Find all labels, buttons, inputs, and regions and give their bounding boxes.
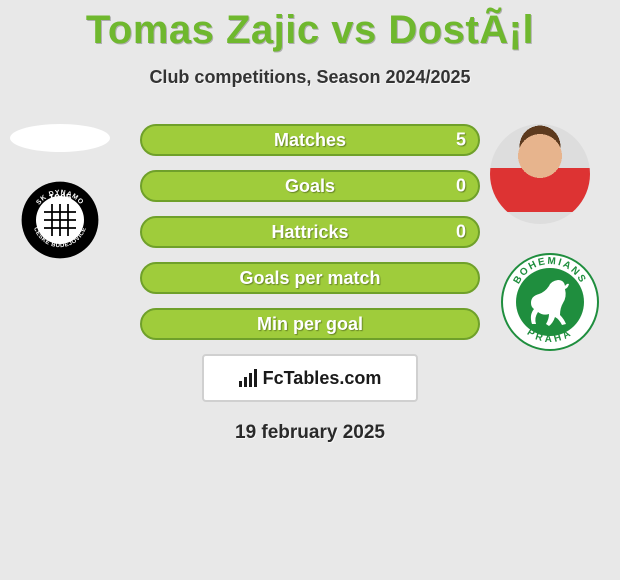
stat-right-value: 5 [456,130,466,151]
stat-label: Matches [274,130,346,151]
club-left-badge: 1905 SK DYNAMO ČESKÉ BUDĚJOVICE [20,180,100,260]
stat-right-value: 0 [456,222,466,243]
club-right-badge: BOHEMIANS PRAHA [500,252,600,352]
stat-row-matches: Matches 5 [140,124,480,156]
bars-icon [239,369,257,387]
stat-row-goals-per-match: Goals per match [140,262,480,294]
stat-row-min-per-goal: Min per goal [140,308,480,340]
stat-right-value: 0 [456,176,466,197]
stat-label: Goals [285,176,335,197]
subtitle: Club competitions, Season 2024/2025 [0,67,620,88]
player-right-photo [490,124,590,224]
player-left-photo [10,124,110,152]
site-badge: FcTables.com [202,354,418,402]
stat-label: Hattricks [271,222,348,243]
comparison-area: 1905 SK DYNAMO ČESKÉ BUDĚJOVICE [0,124,620,340]
stat-label: Goals per match [239,268,380,289]
stat-row-hattricks: Hattricks 0 [140,216,480,248]
page-title: Tomas Zajic vs DostÃ¡l [0,0,620,53]
stat-row-goals: Goals 0 [140,170,480,202]
site-label: FcTables.com [263,368,382,389]
stat-label: Min per goal [257,314,363,335]
date-label: 19 february 2025 [0,422,620,444]
